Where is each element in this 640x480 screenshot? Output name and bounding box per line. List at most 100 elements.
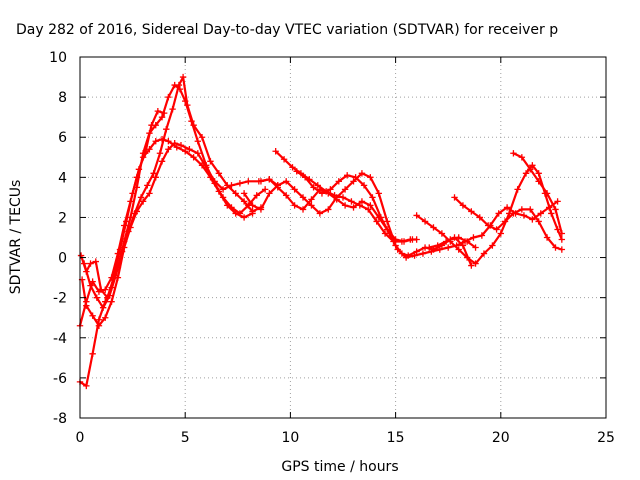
data-series <box>451 194 566 253</box>
data-point <box>344 172 351 179</box>
data-point <box>291 202 298 209</box>
data-point <box>459 242 467 249</box>
data-point <box>102 314 109 321</box>
y-tick-label: -8 <box>53 411 67 427</box>
x-tick-label: 5 <box>181 430 190 446</box>
data-point <box>274 184 281 191</box>
y-tick-label: 6 <box>58 130 67 146</box>
data-point <box>543 234 551 241</box>
data-point <box>522 170 530 177</box>
series-layer <box>76 73 566 390</box>
data-point <box>87 260 94 267</box>
data-series <box>78 140 281 329</box>
axis-ticks: 0 5 10 15 20 25 -8 -6 -4 -2 0 2 4 6 8 10 <box>49 50 615 446</box>
y-axis-label: SDTVAR / TECUs <box>8 180 24 295</box>
data-point <box>472 244 479 251</box>
data-point <box>527 166 534 173</box>
data-point <box>514 186 521 193</box>
data-point <box>219 186 227 193</box>
data-point <box>186 146 193 153</box>
data-point <box>503 204 511 211</box>
data-point <box>459 202 467 209</box>
data-point <box>123 218 130 225</box>
data-point <box>95 316 103 323</box>
data-point <box>95 322 103 329</box>
data-point <box>148 121 155 129</box>
data-point <box>409 236 416 243</box>
data-point <box>232 190 239 197</box>
data-point <box>152 174 159 181</box>
data-point <box>173 144 180 151</box>
data-point <box>165 146 172 153</box>
data-point <box>529 162 536 169</box>
data-point <box>272 148 279 155</box>
data-point <box>436 246 443 253</box>
data-point <box>150 170 157 177</box>
data-series <box>510 150 566 237</box>
data-point <box>468 262 475 269</box>
data-point <box>139 198 147 205</box>
x-tick-label: 20 <box>492 430 510 446</box>
data-point <box>426 244 433 251</box>
data-point <box>207 158 214 165</box>
data-point <box>548 210 555 217</box>
data-point <box>129 190 136 197</box>
data-point <box>146 146 153 153</box>
data-point <box>93 294 101 301</box>
data-point <box>190 121 197 129</box>
data-point <box>468 208 475 215</box>
series-trace <box>81 142 279 327</box>
data-point <box>413 248 420 255</box>
data-point <box>308 196 315 203</box>
data-point <box>333 196 340 203</box>
data-point <box>352 174 359 181</box>
data-point <box>190 154 197 161</box>
data-point <box>360 182 368 189</box>
data-point <box>367 174 374 181</box>
data-point <box>92 258 99 265</box>
data-point <box>104 294 111 301</box>
x-tick-label: 0 <box>76 430 85 446</box>
data-point <box>156 150 164 157</box>
data-point <box>289 164 296 171</box>
x-axis-label: GPS time / hours <box>281 459 398 475</box>
data-point <box>350 204 357 211</box>
data-point <box>501 218 509 225</box>
data-point <box>160 109 168 117</box>
data-point <box>125 228 132 235</box>
data-point <box>472 260 479 267</box>
data-point <box>478 232 486 239</box>
data-series <box>77 107 168 301</box>
data-point <box>341 202 349 209</box>
y-tick-label: -2 <box>53 291 67 307</box>
series-trace <box>453 196 563 251</box>
data-point <box>510 150 517 157</box>
data-point <box>245 178 252 185</box>
data-point <box>529 216 536 223</box>
data-point <box>428 248 435 255</box>
data-point <box>520 212 528 219</box>
data-point <box>158 113 166 121</box>
data-point <box>249 202 256 209</box>
data-point <box>169 105 176 113</box>
data-point <box>144 182 151 189</box>
data-point <box>543 190 551 197</box>
data-point <box>314 182 321 189</box>
data-point <box>110 274 117 281</box>
data-point <box>280 156 288 163</box>
data-point <box>495 210 502 217</box>
data-point <box>493 226 500 233</box>
y-tick-label: 10 <box>49 50 67 66</box>
data-point <box>411 252 418 259</box>
data-point <box>470 234 477 241</box>
data-point <box>83 382 90 390</box>
data-point <box>518 206 526 213</box>
data-point <box>207 174 214 181</box>
data-point <box>253 192 260 199</box>
data-point <box>194 150 202 157</box>
data-point <box>198 134 206 141</box>
data-point <box>83 268 90 275</box>
data-point <box>455 246 462 253</box>
data-point <box>261 186 269 193</box>
data-point <box>291 186 298 193</box>
